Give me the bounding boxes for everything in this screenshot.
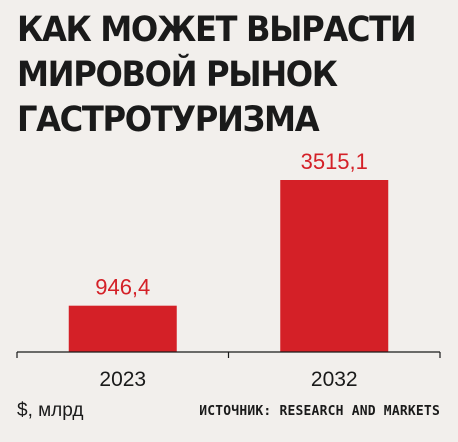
value-labels-group: 946,4 3515,1 xyxy=(95,149,368,300)
bars-group xyxy=(68,180,389,352)
source-label: ИСТОЧНИК: RESEARCH AND MARKETS xyxy=(199,404,440,419)
category-label-2032: 2032 xyxy=(311,368,358,391)
x-axis-labels-group: 2023 2032 xyxy=(99,368,357,391)
title-line-3: ГАСТРОТУРИЗМА xyxy=(17,100,320,140)
title-line-1: КАК МОЖЕТ ВЫРАСТИ xyxy=(17,10,417,50)
chart-title: КАК МОЖЕТ ВЫРАСТИ МИРОВОЙ РЫНОК ГАСТРОТУ… xyxy=(17,8,417,143)
category-label-2023: 2023 xyxy=(99,368,146,391)
bar-2023 xyxy=(68,305,177,352)
unit-label: $, млрд xyxy=(17,400,84,421)
value-label-2032: 3515,1 xyxy=(301,149,368,174)
title-line-2: МИРОВОЙ РЫНОК xyxy=(17,55,338,95)
value-label-2023: 946,4 xyxy=(95,275,150,300)
x-axis-ticks-group xyxy=(16,352,441,358)
bar-2032 xyxy=(280,180,389,352)
